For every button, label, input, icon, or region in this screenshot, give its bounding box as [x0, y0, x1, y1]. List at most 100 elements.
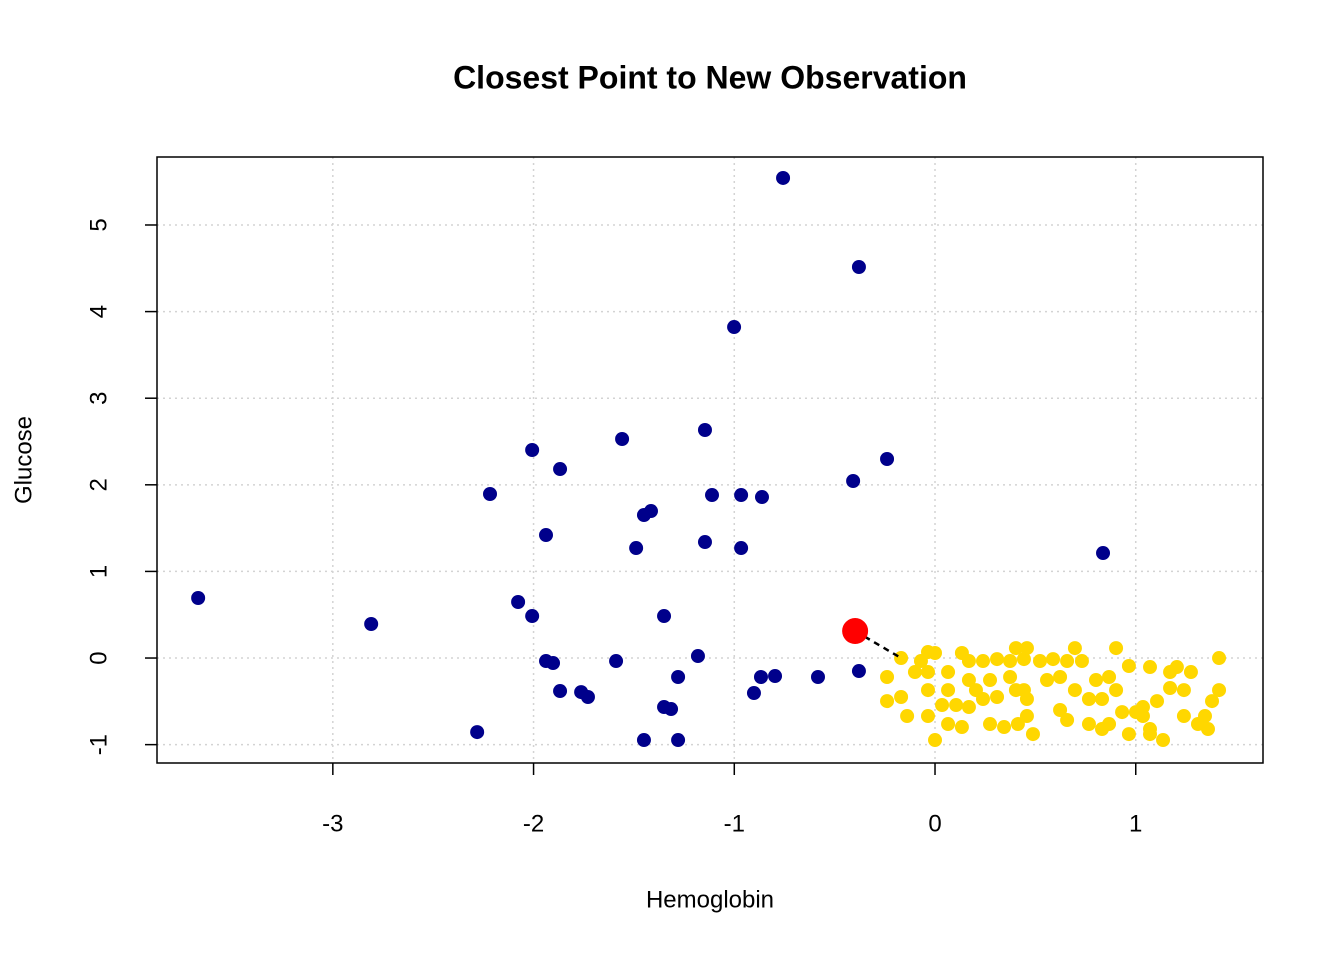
y-tick-label: 4 [85, 305, 112, 318]
x-tick-label: -3 [322, 810, 343, 837]
point [1003, 654, 1018, 669]
point [1142, 660, 1157, 675]
point [1197, 709, 1212, 724]
point [1025, 727, 1040, 742]
new-observation [842, 618, 869, 645]
point [671, 733, 686, 748]
point [754, 490, 769, 505]
point [727, 320, 742, 335]
point [941, 665, 956, 680]
point [1121, 727, 1136, 742]
y-tick-label: 3 [85, 392, 112, 405]
point [920, 683, 935, 698]
point [776, 170, 791, 185]
point [1102, 717, 1117, 732]
point [990, 690, 1005, 705]
point [1176, 709, 1191, 724]
point [364, 616, 379, 631]
point [900, 709, 915, 724]
point [1003, 669, 1018, 684]
point [697, 535, 712, 550]
point [1212, 683, 1227, 698]
point [1150, 694, 1165, 709]
point [1142, 727, 1157, 742]
point [975, 691, 990, 706]
point [1053, 702, 1068, 717]
point [1109, 641, 1124, 656]
point [928, 733, 943, 748]
point [880, 694, 895, 709]
point [846, 474, 861, 489]
point [553, 684, 568, 699]
point [1040, 673, 1055, 688]
y-tick-label: 0 [85, 651, 112, 664]
point [997, 720, 1012, 735]
point [1156, 733, 1171, 748]
point [949, 698, 964, 713]
point [609, 654, 624, 669]
point [928, 646, 943, 661]
point [664, 702, 679, 717]
point [1016, 652, 1031, 667]
point [697, 422, 712, 437]
point [961, 700, 976, 715]
point [907, 665, 922, 680]
point [553, 462, 568, 477]
point [851, 664, 866, 679]
point [983, 673, 998, 688]
point [1088, 673, 1103, 688]
point [580, 690, 595, 705]
point [1074, 654, 1089, 669]
point [734, 488, 749, 503]
point [690, 649, 705, 664]
point [1169, 660, 1184, 675]
point [1205, 694, 1220, 709]
point [1060, 654, 1075, 669]
point [1109, 683, 1124, 698]
point [1115, 705, 1130, 720]
point [636, 733, 651, 748]
point [1163, 680, 1178, 695]
point [546, 656, 561, 671]
x-tick-label: -1 [724, 810, 745, 837]
point [1060, 713, 1075, 728]
point [961, 654, 976, 669]
point [657, 609, 672, 624]
point [525, 609, 540, 624]
point [705, 488, 720, 503]
point [1096, 546, 1111, 561]
x-tick-label: -2 [523, 810, 544, 837]
point [1212, 651, 1227, 666]
point [1010, 717, 1025, 732]
point [511, 594, 526, 609]
point [920, 665, 935, 680]
point [810, 669, 825, 684]
y-tick-label: 1 [85, 565, 112, 578]
point [753, 669, 768, 684]
point [975, 654, 990, 669]
point [525, 442, 540, 457]
point [1067, 641, 1082, 656]
point [539, 528, 554, 543]
point [1081, 717, 1096, 732]
point [1053, 669, 1068, 684]
point [851, 259, 866, 274]
point [990, 652, 1005, 667]
y-tick-label: 2 [85, 478, 112, 491]
point [935, 698, 950, 713]
point [746, 686, 761, 701]
point [483, 486, 498, 501]
point [1183, 665, 1198, 680]
point [1135, 709, 1150, 724]
point [941, 717, 956, 732]
point [636, 508, 651, 523]
point [191, 591, 206, 606]
chart-title: Closest Point to New Observation [453, 59, 967, 95]
point [470, 725, 485, 740]
x-tick-label: 1 [1129, 810, 1142, 837]
point [961, 673, 976, 688]
point [671, 669, 686, 684]
point [983, 717, 998, 732]
